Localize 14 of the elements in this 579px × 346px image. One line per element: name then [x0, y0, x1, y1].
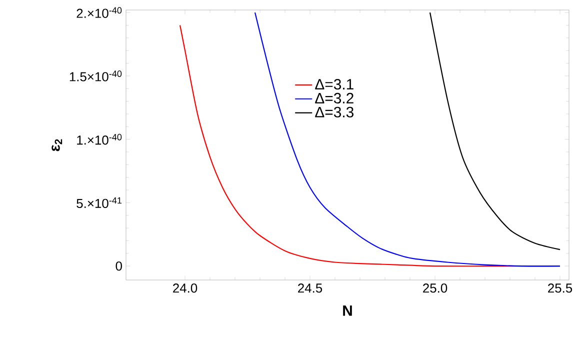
x-tick-label: 24.5	[298, 284, 322, 293]
y-tick-label: 0	[116, 261, 122, 271]
legend-label: Δ=3.2	[315, 92, 354, 104]
y-tick-label: 1.5×10$^{-40}$	[70, 70, 122, 82]
x-tick-label: 25.5	[548, 284, 572, 293]
y-tick-label: 5.×10$^{-41}$	[76, 197, 122, 208]
legend-label: Δ=3.1	[315, 78, 354, 90]
x-tick-label: 25.0	[423, 284, 448, 293]
x-tick-label: 24.0	[173, 284, 198, 293]
y-axis-title: ε$_{2}$	[52, 139, 62, 152]
x-axis-title: N	[343, 306, 352, 316]
legend-label: Δ=3.3	[315, 106, 354, 118]
y-tick-label: 2.×10$^{-40}$	[76, 7, 122, 18]
y-tick-label: 1.×10$^{-40}$	[77, 134, 122, 145]
